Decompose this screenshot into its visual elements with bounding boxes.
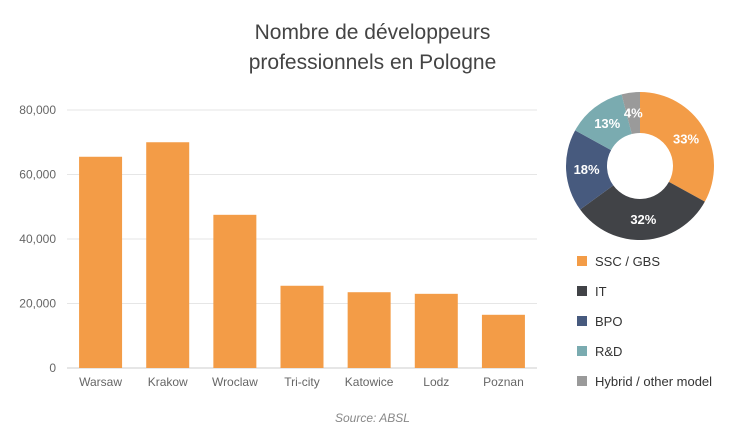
chart-title-line-2: professionnels en Pologne bbox=[248, 51, 497, 74]
slice-label: 33% bbox=[673, 131, 699, 146]
x-tick-label: Krakow bbox=[148, 375, 188, 389]
legend-label: Hybrid / other model bbox=[595, 374, 713, 389]
donut-slice bbox=[580, 181, 705, 241]
bar bbox=[347, 292, 391, 368]
y-tick-label: 0 bbox=[49, 361, 56, 375]
x-tick-label: Lodz bbox=[423, 375, 449, 389]
legend-swatch bbox=[577, 346, 587, 356]
bar bbox=[79, 156, 123, 368]
chart-title-line-1: Nombre de développeurs bbox=[254, 21, 491, 44]
donut-slice bbox=[640, 92, 714, 202]
bar-chart: 0 20,000 40,000 60,000 80,000 Warsaw Krakow Wro… bbox=[19, 103, 537, 389]
source-note: Source: ABSL bbox=[335, 411, 410, 425]
bar bbox=[213, 214, 257, 368]
bar bbox=[481, 314, 525, 368]
legend-swatch bbox=[577, 256, 587, 266]
x-tick-label: Warsaw bbox=[79, 375, 122, 389]
chart-title: Nombre de développeurs professionnels en… bbox=[200, 18, 545, 78]
donut-chart: 33% 32% 18% 13% 4% bbox=[566, 92, 714, 241]
slice-label: 32% bbox=[630, 212, 656, 227]
legend-label: SSC / GBS bbox=[595, 254, 661, 269]
legend-swatch bbox=[577, 376, 587, 386]
x-tick-label: Poznan bbox=[483, 375, 524, 389]
slice-label: 13% bbox=[594, 116, 620, 131]
y-tick-label: 20,000 bbox=[19, 297, 56, 311]
legend-label: IT bbox=[595, 284, 607, 299]
y-tick-label: 80,000 bbox=[19, 103, 56, 117]
legend-label: R&D bbox=[595, 344, 623, 359]
x-tick-label: Wroclaw bbox=[212, 375, 258, 389]
bar bbox=[146, 142, 190, 368]
x-tick-label: Katowice bbox=[345, 375, 394, 389]
y-tick-label: 60,000 bbox=[19, 168, 56, 182]
donut-slice bbox=[575, 94, 632, 151]
slice-label: 18% bbox=[574, 162, 600, 177]
bar bbox=[414, 293, 458, 368]
legend-swatch bbox=[577, 316, 587, 326]
donut-slice bbox=[621, 92, 640, 135]
bar bbox=[280, 285, 324, 368]
legend-swatch bbox=[577, 286, 587, 296]
legend-label: BPO bbox=[595, 314, 623, 329]
slice-label: 4% bbox=[624, 105, 643, 120]
y-tick-label: 40,000 bbox=[19, 232, 56, 246]
donut-slice bbox=[566, 130, 614, 210]
x-tick-label: Tri-city bbox=[284, 375, 320, 389]
